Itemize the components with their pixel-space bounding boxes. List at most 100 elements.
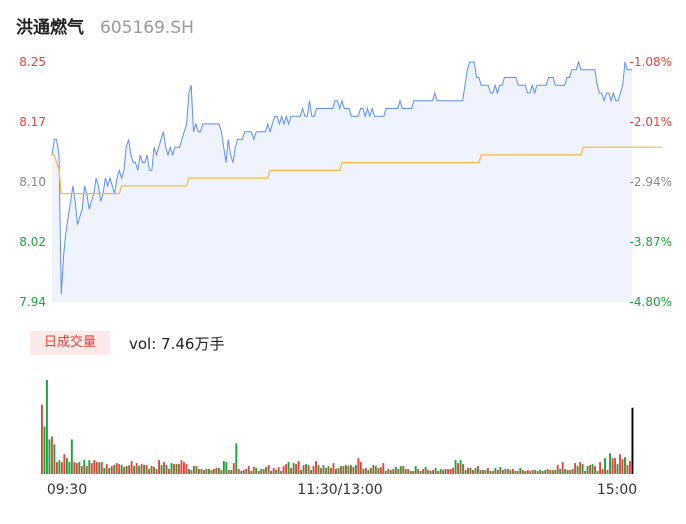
volume-bar (399, 466, 402, 474)
volume-bar (474, 468, 477, 474)
volume-bar (85, 466, 88, 474)
volume-bar (631, 407, 634, 474)
volume-bar (335, 469, 337, 474)
volume-bar (624, 457, 626, 474)
volume-bar (524, 471, 527, 474)
volume-bar (546, 469, 549, 474)
volume-bar (113, 465, 116, 474)
volume-bar (526, 470, 529, 474)
volume-bar (93, 460, 96, 474)
volume-bar (145, 465, 148, 474)
volume-bar (118, 464, 121, 474)
volume-bar (317, 465, 320, 474)
volume-bar (272, 468, 275, 474)
volume-bar (487, 468, 489, 474)
volume-bar (374, 466, 377, 474)
volume-bar (339, 466, 342, 474)
volume-bar (190, 470, 193, 474)
volume-bar (541, 471, 544, 474)
volume-bar (566, 470, 569, 474)
volume-bar (569, 470, 572, 474)
volume-bar (601, 469, 604, 474)
volume-bar (349, 465, 352, 474)
volume-bar (320, 468, 322, 474)
volume-bar (327, 466, 330, 474)
volume-bar (160, 465, 163, 474)
volume-bar (310, 470, 312, 474)
volume-bar (125, 466, 128, 474)
time-tick-label: 11:30/13:00 (297, 482, 382, 498)
volume-bar (429, 471, 432, 474)
price-area-fill (52, 62, 632, 302)
volume-bar (163, 462, 165, 474)
volume-bar (382, 463, 385, 474)
volume-bar (621, 459, 624, 474)
volume-bar (519, 468, 522, 474)
volume-badge[interactable]: 日成交量 (30, 331, 110, 355)
volume-bar (75, 463, 78, 474)
volume-bar (586, 466, 589, 474)
volume-bar (549, 470, 552, 474)
percent-tick-label: -3.87% (630, 235, 672, 249)
volume-bar (150, 466, 153, 474)
volume-bar (506, 469, 509, 474)
volume-bar (556, 465, 559, 474)
volume-bar (185, 464, 188, 474)
volume-bar (277, 467, 280, 474)
percent-y-axis: -1.08% -2.01% -2.94% -3.87% -4.80% (630, 55, 672, 309)
volume-bar (427, 470, 430, 474)
volume-bar (529, 471, 532, 474)
volume-bar (158, 460, 160, 474)
volume-bar (110, 466, 113, 474)
volume-bar (564, 469, 567, 474)
volume-bar (357, 458, 360, 474)
time-axis: 09:30 11:30/13:00 15:00 (47, 482, 637, 498)
volume-bar (419, 471, 422, 474)
volume-bar (467, 468, 469, 474)
volume-bar (394, 467, 397, 474)
volume-bar (63, 454, 66, 474)
volume-bar (387, 469, 390, 474)
volume-bar (536, 471, 539, 474)
volume-bar (514, 471, 517, 474)
volume-bar (539, 470, 542, 474)
volume-bar (133, 466, 136, 474)
volume-bar (80, 466, 83, 474)
volume-bar (180, 460, 183, 474)
volume-bar (559, 469, 562, 474)
volume-bar (354, 465, 357, 474)
volume-bar (98, 462, 101, 474)
volume-bar (611, 458, 614, 474)
price-tick-label: 8.02 (19, 235, 46, 249)
volume-bar (464, 470, 467, 474)
volume-bar (484, 470, 487, 474)
volume-bar (165, 465, 168, 474)
volume-bar (579, 462, 582, 474)
volume-bar (491, 471, 494, 474)
volume-bar (367, 470, 370, 474)
percent-tick-label: -4.80% (630, 295, 672, 309)
volume-bar (300, 470, 303, 474)
volume-bar (454, 460, 457, 474)
volume-bar (459, 460, 462, 474)
volume-bar (534, 470, 537, 474)
volume-bar (168, 469, 170, 474)
volume-bar (594, 466, 597, 474)
volume-bar (88, 460, 91, 474)
volume-bar (619, 454, 621, 474)
volume-bar (494, 468, 497, 474)
volume-bar (364, 468, 367, 474)
volume-bar (342, 466, 345, 474)
volume-bar (616, 464, 619, 474)
volume-bar (100, 462, 103, 474)
volume-bars (41, 380, 634, 474)
volume-bar (509, 470, 512, 474)
volume-bar (257, 471, 260, 474)
volume-bar (574, 463, 577, 474)
volume-bar (576, 466, 579, 474)
volume-bar (499, 467, 502, 474)
volume-bar (90, 463, 93, 474)
stock-name: 洪通燃气 (16, 18, 84, 38)
volume-bar (143, 465, 146, 474)
